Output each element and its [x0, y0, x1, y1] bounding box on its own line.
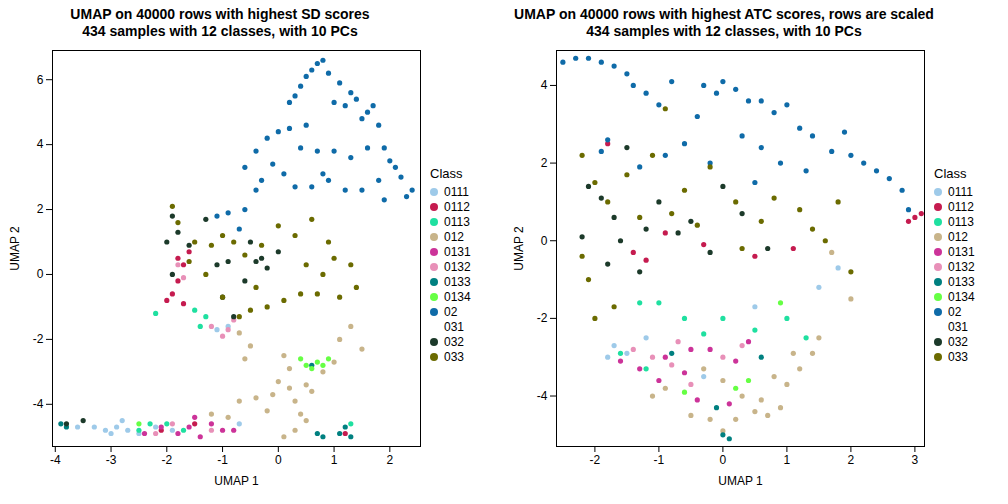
html-text:0112: 0112 [948, 200, 974, 214]
html-text:032: 032 [948, 335, 968, 349]
html-text:012: 012 [948, 230, 968, 244]
svg-text:3: 3 [912, 453, 919, 467]
html-text:02: 02 [444, 305, 458, 319]
svg-text:-2: -2 [590, 453, 601, 467]
html-text:0134: 0134 [948, 290, 975, 304]
html-text:UMAP on 40000 rows with highes: UMAP on 40000 rows with highest SD score… [70, 6, 370, 22]
html-text:0111: 0111 [444, 185, 469, 199]
html-text:0133: 0133 [444, 275, 471, 289]
html-text:031: 031 [948, 320, 968, 334]
svg-text:2: 2 [37, 202, 44, 216]
html-text:0111: 0111 [948, 185, 973, 199]
svg-text:UMAP 1: UMAP 1 [214, 474, 259, 488]
svg-text:-4: -4 [50, 453, 61, 467]
svg-text:-2: -2 [161, 453, 172, 467]
svg-text:2: 2 [541, 156, 548, 170]
html-text:0113: 0113 [948, 215, 974, 229]
html-text:Class: Class [430, 165, 463, 181]
html-text:0132: 0132 [948, 260, 975, 274]
svg-text:UMAP 2: UMAP 2 [512, 226, 526, 271]
html-text:031: 031 [444, 320, 464, 334]
svg-text:-4: -4 [537, 389, 548, 403]
html-text:012: 012 [444, 230, 464, 244]
svg-text:6: 6 [37, 73, 44, 87]
html-text:0133: 0133 [948, 275, 975, 289]
svg-text:-1: -1 [217, 453, 228, 467]
svg-text:1: 1 [784, 453, 791, 467]
html-text:434 samples with 12 classes, w: 434 samples with 12 classes, with 10 PCs [586, 23, 862, 39]
html-text:0113: 0113 [444, 215, 470, 229]
html-text:0132: 0132 [444, 260, 471, 274]
html-text:033: 033 [444, 350, 464, 364]
html-text:0131: 0131 [444, 245, 471, 259]
html-text:0131: 0131 [948, 245, 975, 259]
svg-text:-4: -4 [33, 397, 44, 411]
html-text:0134: 0134 [444, 290, 471, 304]
svg-text:2: 2 [848, 453, 855, 467]
html-text:Class: Class [934, 165, 967, 181]
svg-text:4: 4 [541, 78, 548, 92]
svg-text:UMAP 2: UMAP 2 [8, 226, 22, 271]
svg-text:-2: -2 [537, 311, 548, 325]
svg-text:1: 1 [331, 453, 338, 467]
svg-text:-1: -1 [654, 453, 665, 467]
svg-text:-2: -2 [33, 332, 44, 346]
svg-text:0: 0 [275, 453, 282, 467]
html-text:02: 02 [948, 305, 962, 319]
svg-text:0: 0 [541, 234, 548, 248]
svg-text:-3: -3 [106, 453, 117, 467]
svg-text:0: 0 [720, 453, 727, 467]
html-text:033: 033 [948, 350, 968, 364]
html-text:UMAP on 40000 rows with highes: UMAP on 40000 rows with highest ATC scor… [514, 6, 934, 22]
svg-text:UMAP 1: UMAP 1 [718, 474, 763, 488]
html-text:0112: 0112 [444, 200, 470, 214]
svg-text:0: 0 [37, 267, 44, 281]
svg-text:4: 4 [37, 137, 44, 151]
html-text:032: 032 [444, 335, 464, 349]
html-text:434 samples with 12 classes, w: 434 samples with 12 classes, with 10 PCs [82, 23, 358, 39]
svg-text:2: 2 [386, 453, 393, 467]
